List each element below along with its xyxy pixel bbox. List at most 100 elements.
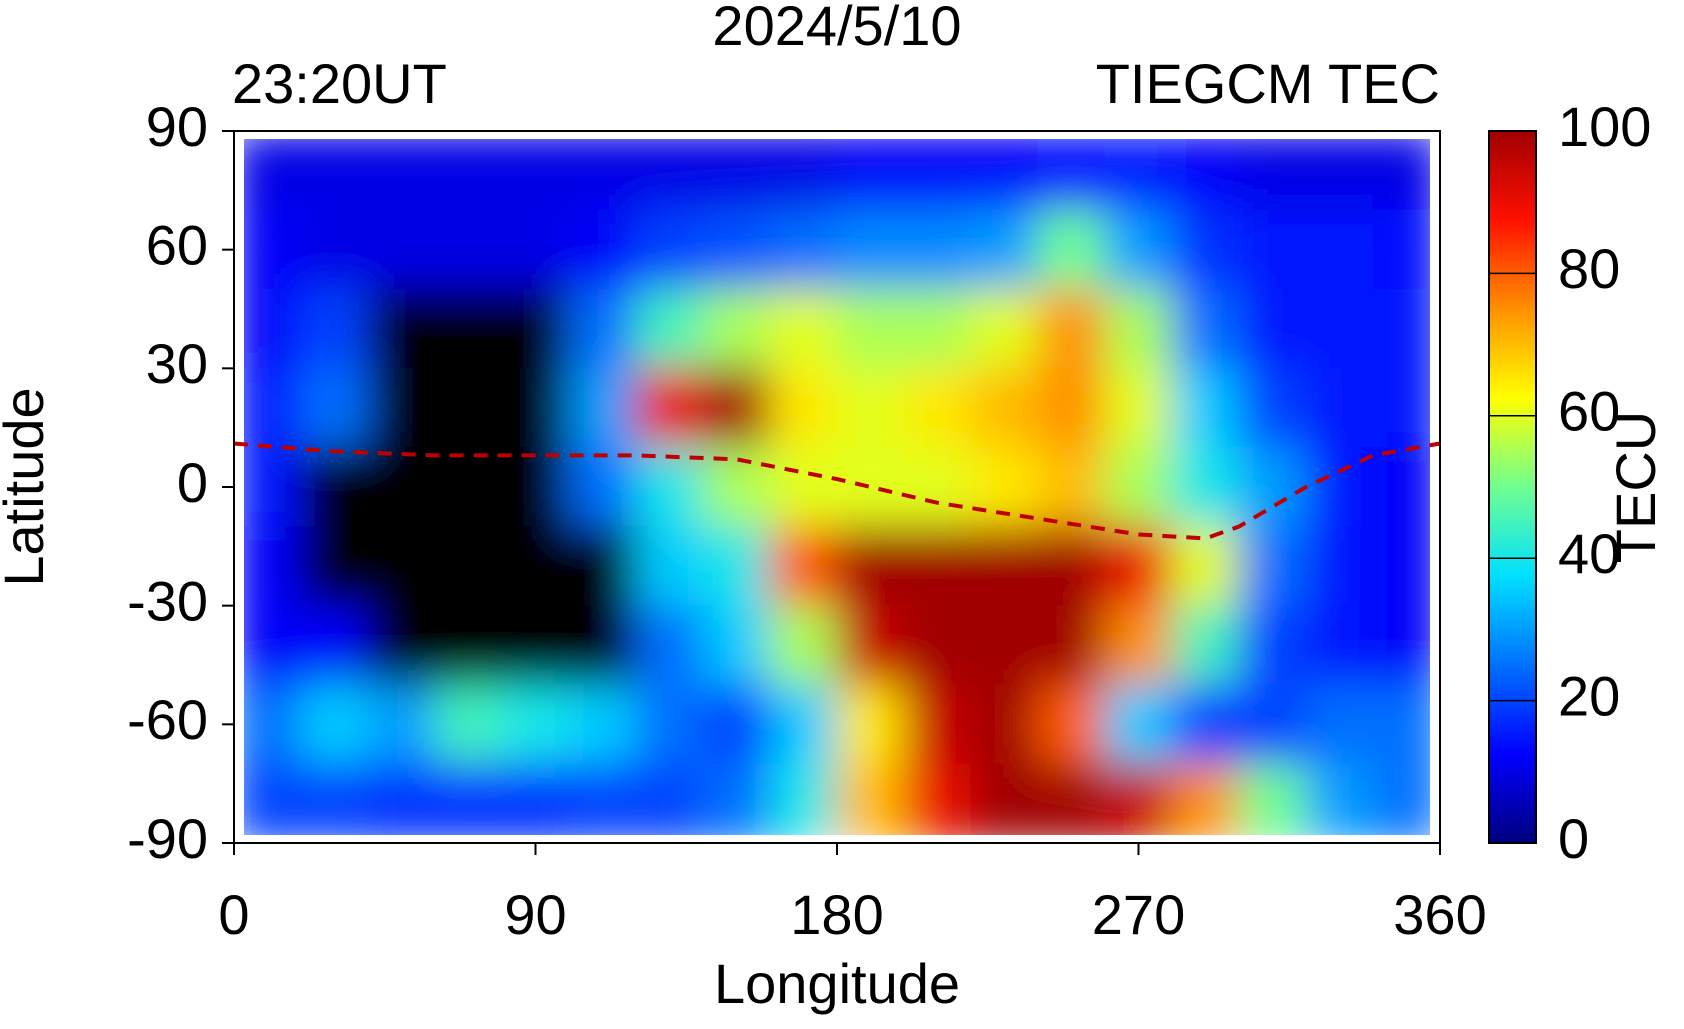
heatmap-cell [903, 605, 972, 686]
heatmap-cell [1238, 684, 1307, 765]
heatmap-cell [501, 605, 570, 686]
heatmap-cell [635, 288, 704, 369]
heatmap-cell [635, 684, 704, 765]
heatmap-cell [769, 526, 838, 607]
heatmap-cell [434, 367, 503, 448]
heatmap-cell [635, 763, 704, 835]
heatmap-cell [1037, 446, 1106, 528]
heatmap-cell [367, 446, 436, 528]
heatmap-cell [501, 684, 570, 765]
heatmap-cell [1372, 684, 1430, 765]
heatmap-cell [1104, 684, 1173, 765]
heatmap-cell [244, 684, 302, 765]
heatmap-cell [635, 526, 704, 607]
heatmap-cell [769, 684, 838, 765]
heatmap-cell [501, 526, 570, 607]
colorbar-tick-label: 100 [1558, 95, 1651, 158]
overlay: 0 90 180 270 360 -90 -60 -30 0 30 60 90 0 20 40 60 80 100 [127, 95, 1651, 946]
colorbar-tick-label: 20 [1558, 664, 1620, 727]
subtitle-left: 23:20UT [232, 52, 447, 115]
heatmap-cell [1037, 288, 1106, 369]
heatmap-cell [568, 209, 637, 290]
heatmap-cell [903, 367, 972, 448]
heatmap-cell [1372, 367, 1430, 448]
heatmap-cell [1238, 446, 1307, 528]
x-axis-label: Longitude [714, 952, 960, 1015]
heatmap-cell [1238, 526, 1307, 607]
heatmap-cell [1171, 605, 1240, 686]
chart-title: 2024/5/10 [712, 0, 961, 57]
heatmap-cell [1037, 763, 1106, 835]
x-tick-label: 0 [218, 883, 249, 946]
heatmap-cell [568, 367, 637, 448]
heatmap-cell [367, 605, 436, 686]
heatmap-cell [970, 526, 1039, 607]
heatmap-cell [769, 446, 838, 528]
heatmap-cell [1104, 763, 1173, 835]
heatmap-cell [1104, 446, 1173, 528]
heatmap-cell [1305, 139, 1374, 211]
heatmap-cell [367, 288, 436, 369]
heatmap-cell [1171, 288, 1240, 369]
heatmap-cell [1372, 139, 1430, 211]
y-tick-label: -90 [127, 807, 208, 870]
heatmap-cell [1104, 605, 1173, 686]
heatmap-cell [434, 526, 503, 607]
colorbar-tick-label: 80 [1558, 237, 1620, 300]
heatmap-cell [568, 605, 637, 686]
heatmap-cell [244, 209, 302, 290]
heatmap-cell [702, 288, 771, 369]
heatmap-cell [1238, 139, 1307, 211]
heatmap-cell [501, 763, 570, 835]
heatmap-cell [903, 288, 972, 369]
heatmap-cell [836, 288, 905, 369]
heatmap-cell [1171, 139, 1240, 211]
heatmap-cell [1238, 367, 1307, 448]
heatmap-cells [244, 139, 1430, 835]
heatmap-cell [568, 446, 637, 528]
heatmap-cell [434, 446, 503, 528]
x-tick-label: 180 [790, 883, 883, 946]
heatmap-cell [1037, 684, 1106, 765]
heatmap-cell [1305, 288, 1374, 369]
heatmap-cell [300, 763, 369, 835]
magnetic-equator [233, 441, 1441, 541]
heatmap-cell [568, 139, 637, 211]
heatmap-cell [1171, 209, 1240, 290]
heatmap-cell [970, 288, 1039, 369]
heatmap-cell [903, 526, 972, 607]
heatmap-cell [1037, 605, 1106, 686]
heatmap-cell [769, 367, 838, 448]
heatmap-cell [1305, 605, 1374, 686]
heatmap-cell [300, 526, 369, 607]
heatmap-cell [702, 367, 771, 448]
heatmap-cell [1238, 209, 1307, 290]
heatmap-cell [903, 209, 972, 290]
heatmap-cell [769, 763, 838, 835]
heatmap-cell [1104, 526, 1173, 607]
heatmap-cell [367, 367, 436, 448]
heatmap-cell [1104, 209, 1173, 290]
heatmap-cell [244, 605, 302, 686]
heatmap-cell [300, 605, 369, 686]
heatmap-cell [970, 139, 1039, 211]
heatmap-cell [1372, 605, 1430, 686]
heatmap-cell [836, 209, 905, 290]
heatmap-cell [702, 526, 771, 607]
heatmap-cell [1305, 684, 1374, 765]
heatmap-cell [836, 139, 905, 211]
y-tick-label: -30 [127, 569, 208, 632]
heatmap-cell [903, 139, 972, 211]
x-tick-label: 270 [1092, 883, 1185, 946]
heatmap-cell [1171, 763, 1240, 835]
heatmap-cell [244, 763, 302, 835]
heatmap-cell [501, 209, 570, 290]
colorbar [1488, 130, 1537, 844]
heatmap-cell [1305, 367, 1374, 448]
colorbar-tick-label: 40 [1558, 522, 1620, 585]
heatmap-cell [635, 209, 704, 290]
heatmap-cell [244, 526, 302, 607]
heatmap-cell [1104, 288, 1173, 369]
heatmap-cell [434, 763, 503, 835]
